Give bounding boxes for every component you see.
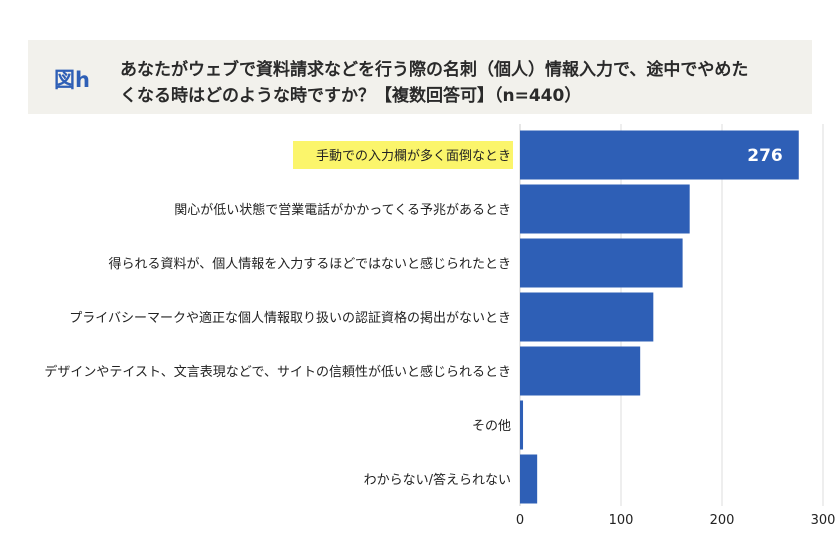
bar — [520, 238, 683, 288]
bar — [520, 346, 641, 396]
category-label: その他 — [472, 419, 511, 434]
bar — [520, 130, 799, 180]
category-label: 得られる資料が、個人情報を入力するほどではないと感じられたとき — [109, 256, 511, 272]
bar — [520, 454, 538, 504]
category-label: 手動での入力欄が多く面倒なとき — [316, 148, 511, 164]
bar — [520, 184, 690, 234]
chart-title-line-2: くなる時はどのような時ですか？【複数回答可】（n=440） — [120, 86, 582, 106]
category-label: わからない/答えられない — [364, 472, 511, 488]
category-label: プライバシーマークや適正な個人情報取り扱いの認証資格の掲出がないとき — [69, 310, 511, 326]
bar — [520, 292, 654, 342]
x-tick-label: 0 — [516, 513, 524, 528]
category-label: デザインやテイスト、文言表現などで、サイトの信頼性が低いと感じられるとき — [44, 364, 511, 380]
category-label: 関心が低い状態で営業電話がかかってくる予兆があるとき — [174, 202, 511, 218]
bar — [520, 400, 524, 450]
figure-label: 図h — [54, 68, 90, 92]
x-tick-label: 100 — [609, 513, 634, 528]
data-label: 276 — [747, 146, 783, 166]
highlight-background — [293, 141, 513, 169]
x-tick-label: 200 — [710, 513, 735, 528]
chart-header: 図h あなたがウェブで資料請求などを行う際の名刺（個人）情報入力で、途中でやめた… — [28, 40, 812, 114]
x-tick-label: 300 — [811, 513, 836, 528]
chart-title-line-1: あなたがウェブで資料請求などを行う際の名刺（個人）情報入力で、途中でやめた — [120, 60, 749, 80]
